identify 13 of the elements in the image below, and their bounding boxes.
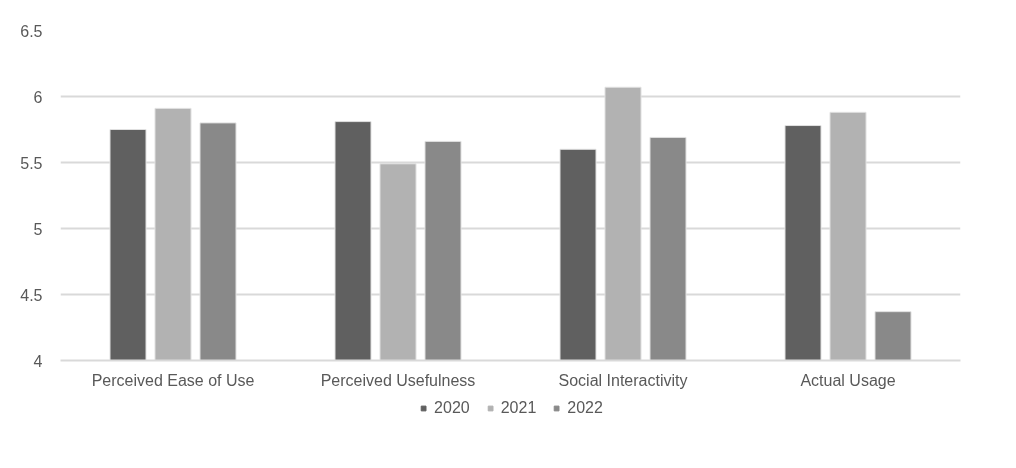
x-tick-label: Social Interactivity (558, 371, 688, 389)
y-tick-label: 6 (33, 88, 43, 106)
x-tick-label: Perceived Usefulness (320, 371, 476, 389)
legend-label: 2021 (500, 399, 537, 417)
y-tick-label: 6.5 (20, 22, 43, 40)
x-tick-label: Perceived Ease of Use (91, 371, 255, 389)
y-tick-label: 5 (33, 220, 43, 238)
legend-label: 2020 (434, 399, 470, 417)
y-tick-label: 4 (33, 352, 43, 370)
y-tick-label: 5.5 (20, 154, 43, 172)
legend-label: 2022 (567, 399, 603, 417)
y-tick-label: 4.5 (20, 286, 43, 304)
x-tick-label: Actual Usage (800, 371, 896, 389)
